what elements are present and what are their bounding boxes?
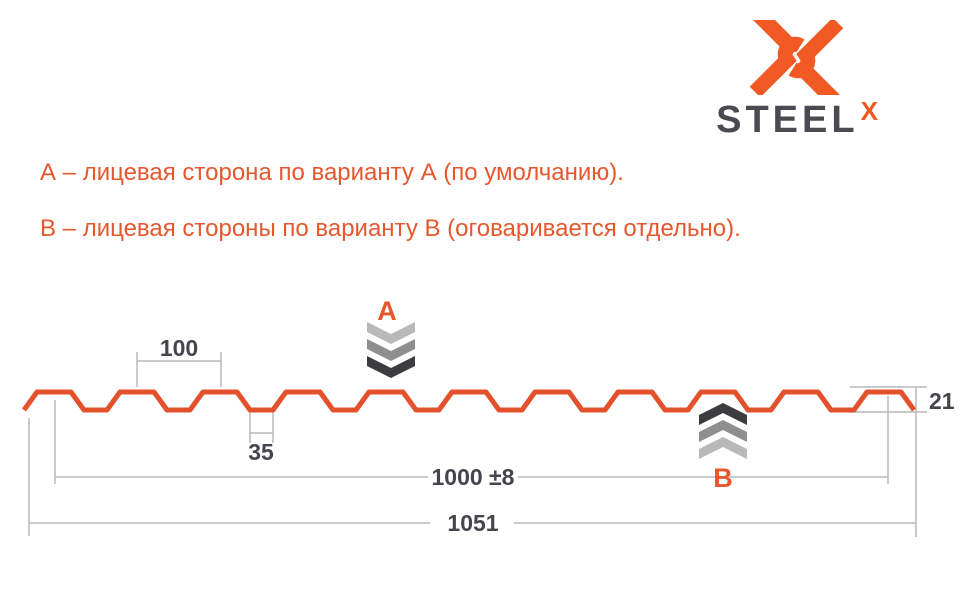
dimension-lines (28, 352, 927, 537)
marker-a-letter: А (377, 296, 397, 326)
logo-brand-text: STEEL (716, 99, 859, 141)
chevron-up-icon (699, 403, 747, 425)
logo-wordmark: STEELX (698, 98, 894, 141)
sheet-profile-outline (21, 389, 917, 413)
marker-variant-a: А (367, 296, 415, 378)
chevron-down-icon (367, 339, 415, 361)
dim-label-working-width: 1000 ±8 (432, 464, 515, 490)
steelx-logo: STEELX (698, 20, 894, 139)
dim-label-overall-width: 1051 (447, 510, 498, 536)
dimension-labels: 100 35 21 1000 ±8 1051 (160, 335, 955, 536)
logo-hook-bottom-left (749, 36, 804, 95)
logo-brand-sup-x: X (860, 96, 878, 126)
chevron-down-icon (367, 322, 415, 344)
dim-label-profile-height: 21 (929, 388, 955, 414)
dim-label-pitch: 100 (160, 335, 198, 361)
chevron-up-icon (699, 437, 747, 459)
note-variant-a: А – лицевая сторона по варианту А (по ум… (40, 159, 624, 186)
logo-hook-top-right (788, 20, 843, 79)
marker-a-chevrons-down-icon (367, 322, 415, 378)
chevron-down-icon (367, 356, 415, 378)
dim-label-valley-width: 35 (248, 439, 274, 465)
marker-b-chevrons-up-icon (699, 403, 747, 459)
marker-variant-b: В (699, 403, 747, 493)
chevron-up-icon (699, 420, 747, 442)
marker-b-letter: В (713, 463, 733, 493)
note-variant-b: В – лицевая стороны по варианту В (огова… (40, 215, 741, 242)
steelx-logo-icon (749, 20, 843, 95)
